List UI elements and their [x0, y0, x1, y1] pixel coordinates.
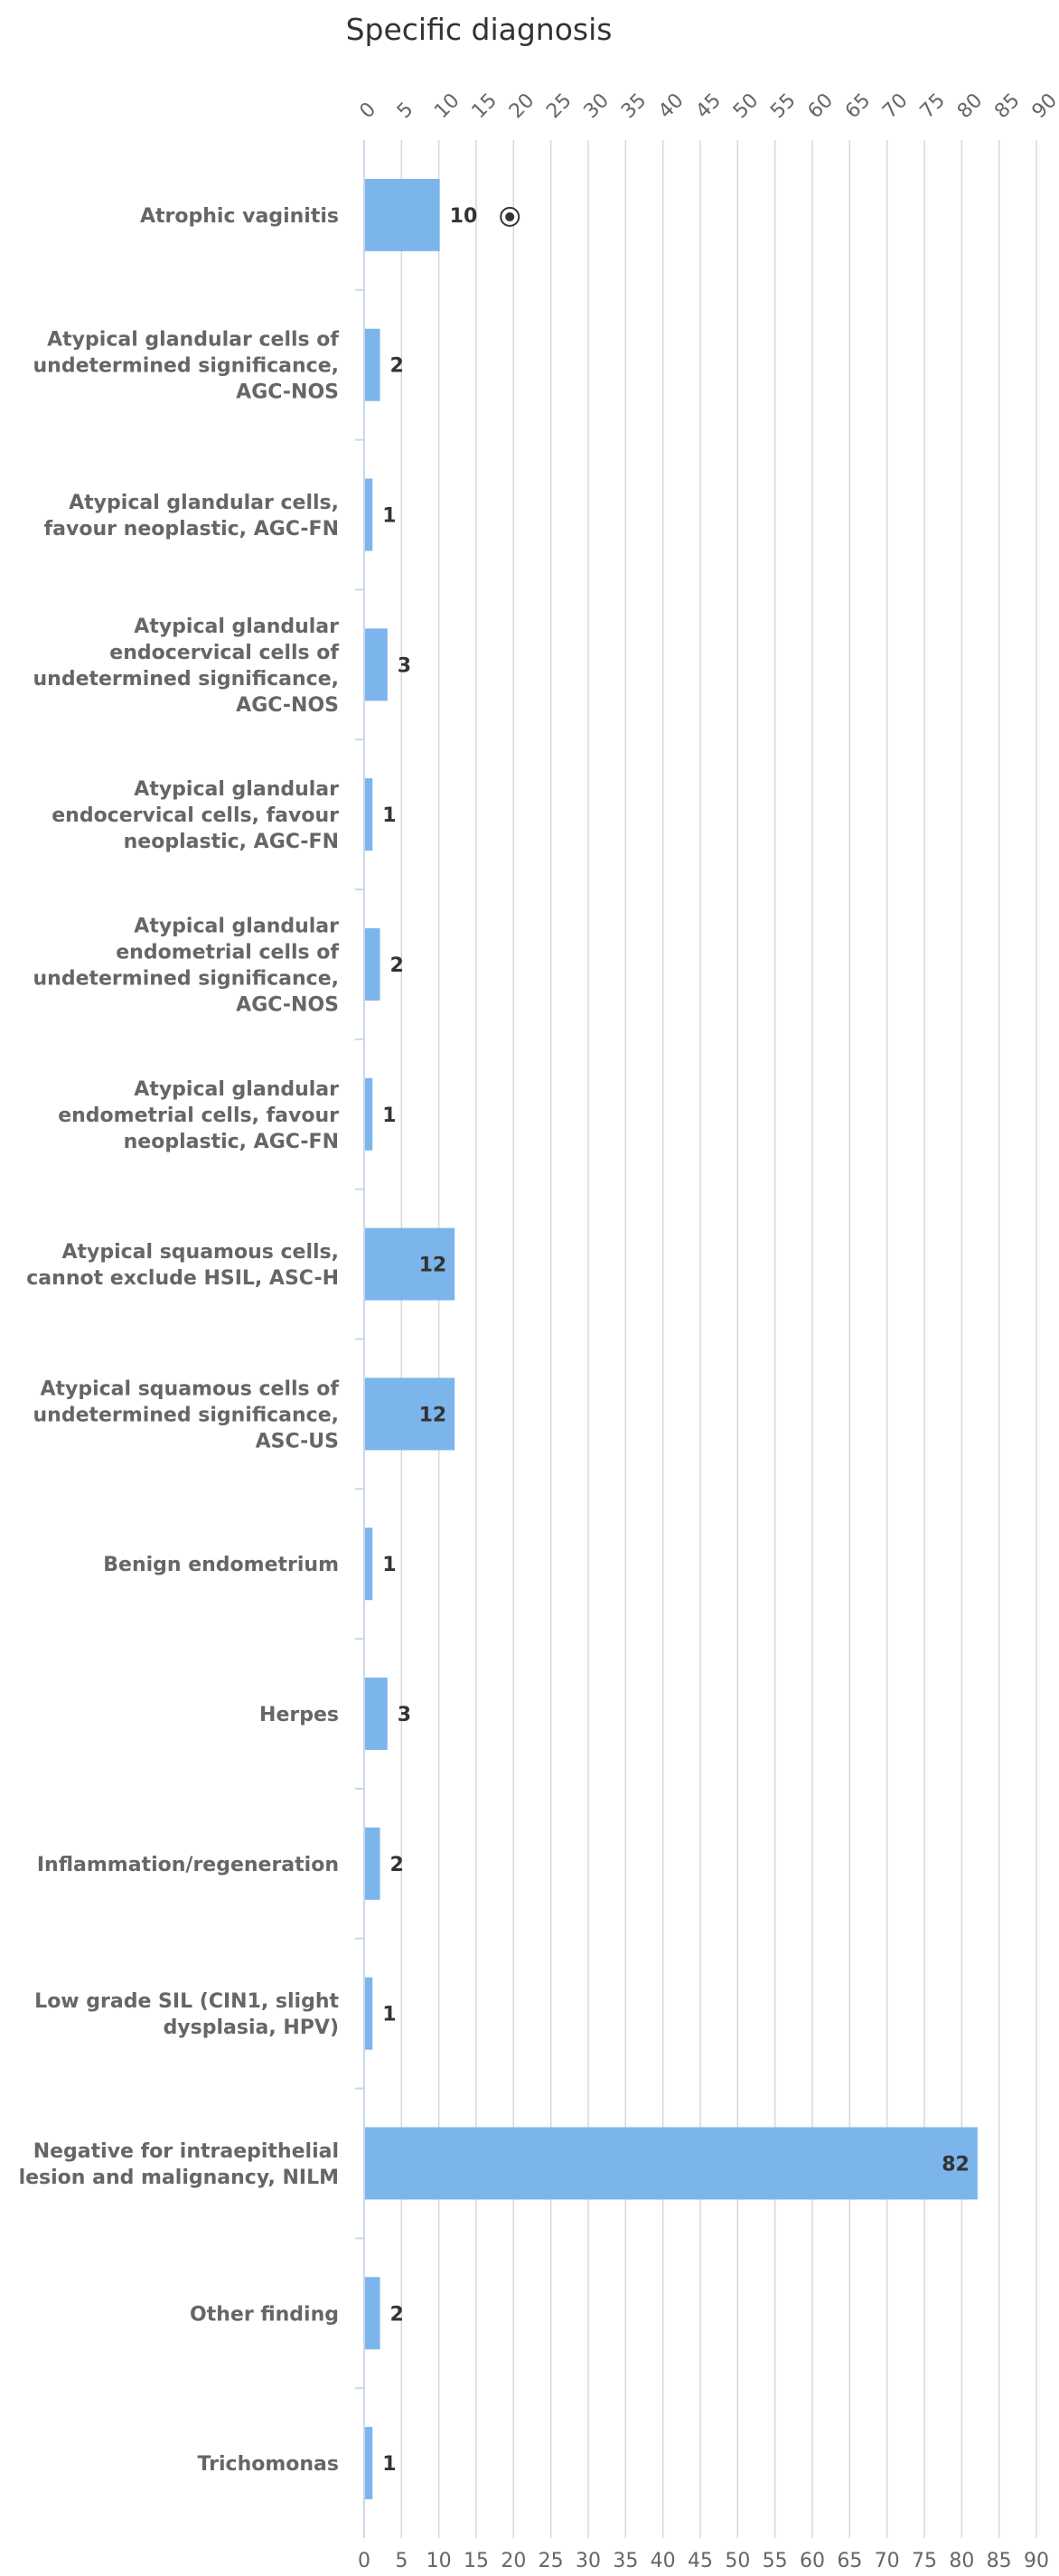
category-labels: Atrophic vaginitis Atypical glandular cel… [19, 205, 340, 2476]
data-label: 1 [382, 2004, 396, 2026]
category-label: Other finding [190, 2303, 339, 2326]
marker-dot [505, 212, 515, 221]
category-label: Herpes [259, 1704, 339, 1726]
data-label: 1 [382, 1554, 396, 1576]
category-label: Low grade SIL (CIN1, slight dysplasia, HP… [34, 1990, 339, 2039]
data-label: 1 [382, 804, 396, 827]
axes [355, 140, 365, 2538]
category-label: Atypical glandular endocervical cells, fa… [52, 778, 339, 853]
bar[interactable] [365, 1227, 455, 1301]
bottom-tick-labels: 0 5 10 15 20 25 30 35 40 45 50 55 60 65 70 75 80 85 90 [358, 2550, 1049, 2572]
bar[interactable] [365, 778, 373, 851]
bar[interactable] [365, 1077, 373, 1151]
bar[interactable] [365, 1678, 388, 1751]
data-label: 1 [382, 1105, 396, 1127]
bar[interactable] [365, 178, 440, 251]
category-label: Atypical glandular cells of undetermined … [33, 329, 340, 404]
data-label: 2 [390, 1854, 404, 1876]
category-label: Atypical squamous cells, cannot exclude H… [26, 1241, 339, 1290]
category-label: Atrophic vaginitis [140, 205, 339, 228]
category-label: Atypical glandular endocervical cells of u… [33, 616, 340, 717]
chart-title: Specific diagnosis [346, 12, 613, 47]
x-tick-label-bottom: 30 [576, 2550, 601, 2572]
bars [365, 178, 978, 2500]
bar[interactable] [365, 2277, 380, 2350]
category-label: Atypical squamous cells of undetermined s… [33, 1377, 340, 1453]
x-tick-label-bottom: 60 [800, 2550, 825, 2572]
x-tick-label-bottom: 15 [464, 2550, 489, 2572]
data-label: 3 [398, 1704, 411, 1726]
data-label: 12 [419, 1404, 447, 1426]
bar[interactable] [365, 478, 373, 551]
x-tick-label-bottom: 35 [613, 2550, 638, 2572]
x-tick-label-bottom: 5 [395, 2550, 408, 2572]
x-tick-label-bottom: 0 [358, 2550, 370, 2572]
x-tick-label-bottom: 50 [725, 2550, 750, 2572]
bar[interactable] [365, 1977, 373, 2050]
category-label: Atypical glandular cells, favour neoplast… [44, 492, 339, 541]
data-label: 1 [382, 505, 396, 528]
x-tick-label-bottom: 75 [912, 2550, 937, 2572]
category-label: Atypical glandular endometrial cells of un… [33, 915, 340, 1016]
data-label: 10 [450, 205, 478, 228]
bar[interactable] [365, 1377, 455, 1451]
bar[interactable] [365, 2127, 978, 2200]
data-label: 3 [398, 654, 411, 677]
bar[interactable] [365, 328, 380, 401]
data-label: 12 [419, 1255, 447, 1277]
x-tick-label-bottom: 45 [688, 2550, 713, 2572]
category-label: Negative for intraepithelial lesion and m… [19, 2140, 339, 2189]
category-label: Inflammation/regeneration [37, 1854, 339, 1876]
bar[interactable] [365, 1528, 373, 1601]
x-tick-label-bottom: 65 [837, 2550, 862, 2572]
marker [500, 206, 520, 227]
x-tick-label-bottom: 25 [539, 2550, 564, 2572]
data-label: 82 [942, 2153, 970, 2176]
category-label: Trichomonas [198, 2453, 339, 2476]
category-label: Benign endometrium [103, 1554, 339, 1576]
x-tick-label-bottom: 55 [763, 2550, 788, 2572]
bar[interactable] [365, 1827, 380, 1900]
category-label: Atypical glandular endometrial cells, fav… [58, 1078, 339, 1153]
data-label: 2 [390, 954, 404, 977]
x-tick-label-bottom: 10 [426, 2550, 452, 2572]
x-tick-label-bottom: 85 [987, 2550, 1012, 2572]
x-tick-label-bottom: 70 [875, 2550, 900, 2572]
x-tick-label-bottom: 80 [949, 2550, 974, 2572]
data-label: 2 [390, 2303, 404, 2326]
data-label: 2 [390, 355, 404, 378]
bar[interactable] [365, 2427, 373, 2500]
bar[interactable] [365, 628, 388, 701]
x-tick-label-bottom: 90 [1024, 2550, 1049, 2572]
x-tick-label-bottom: 40 [651, 2550, 676, 2572]
data-label: 1 [382, 2453, 396, 2476]
bar[interactable] [365, 927, 380, 1001]
x-tick-label-bottom: 20 [501, 2550, 526, 2572]
